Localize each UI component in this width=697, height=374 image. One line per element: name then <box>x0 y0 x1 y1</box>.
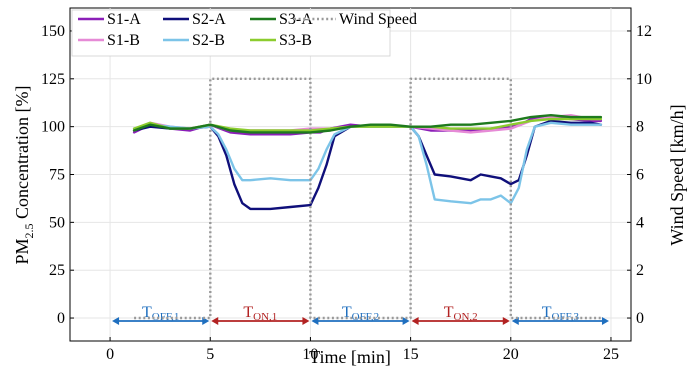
x-tick-label: 20 <box>503 346 519 363</box>
y2-tick-label: 10 <box>636 71 652 88</box>
interval-label: TON,1 <box>243 304 277 323</box>
x-tick-label: 0 <box>106 346 114 363</box>
legend-label-wind-speed: Wind Speed <box>339 11 417 28</box>
y2-tick-label: 6 <box>636 167 644 184</box>
y2-tick-label: 4 <box>636 214 644 231</box>
x-tick-label: 25 <box>603 346 619 363</box>
y-tick-label: 75 <box>49 167 65 184</box>
interval-arrowhead-right <box>302 317 310 325</box>
interval-label-main: T <box>444 304 454 321</box>
y2-tick-label: 2 <box>636 262 644 279</box>
y-axis-title-suffix: Concentration [%] <box>12 86 32 224</box>
interval-label-main: T <box>542 304 552 321</box>
legend-label-s2-b: S2-B <box>192 32 225 49</box>
legend-box <box>71 9 391 57</box>
interval-label: TOFF,3 <box>542 304 580 323</box>
legend-label-s1-b: S1-B <box>107 32 140 49</box>
y-axis-title-prefix: PM <box>12 238 32 264</box>
interval-label-sub: ON,1 <box>253 311 277 323</box>
y-tick-label: 125 <box>41 71 65 88</box>
legend-label-s2-a: S2-A <box>192 11 226 28</box>
legend-label-s3-a: S3-A <box>279 11 313 28</box>
y2-tick-label: 12 <box>636 23 652 40</box>
interval-label: TOFF,1 <box>142 304 179 323</box>
y2-axis-title: Wind Speed [km/h] <box>667 104 687 245</box>
x-axis-title: Time [min] <box>309 347 391 367</box>
interval-label-sub: OFF,1 <box>152 311 180 323</box>
interval-arrowhead-right <box>402 317 410 325</box>
x-tick-label: 10 <box>302 346 318 363</box>
y2-tick-label: 8 <box>636 119 644 136</box>
interval-arrowhead-right <box>601 317 609 325</box>
interval-arrowhead-left <box>211 317 219 325</box>
interval-label-sub: OFF,3 <box>551 311 579 323</box>
interval-label-main: T <box>342 304 352 321</box>
interval-arrowhead-right <box>502 317 510 325</box>
y-axis-title: PM2.5 Concentration [%] <box>12 86 36 265</box>
y-tick-label: 100 <box>41 119 65 136</box>
y-tick-label: 0 <box>57 310 65 327</box>
axis-ticks: 0 5 10 15 20 25 0 25 50 75 100 125 150 0 2 4 6 8 10 12 <box>41 23 652 363</box>
interval-label: TON,2 <box>444 304 478 323</box>
legend: S1-A S2-A S3-A S1-B S2-B S3-B Wind Speed <box>71 9 417 57</box>
x-tick-label: 15 <box>403 346 419 363</box>
interval-label-main: T <box>243 304 253 321</box>
y-tick-label: 50 <box>49 214 65 231</box>
x-tick-label: 5 <box>206 346 214 363</box>
legend-label-s3-b: S3-B <box>279 32 312 49</box>
interval-arrowhead-left <box>112 317 120 325</box>
y-tick-label: 25 <box>49 262 65 279</box>
data-series <box>132 77 603 320</box>
interval-arrowhead-left <box>311 317 319 325</box>
series-line-s3-a <box>132 113 603 134</box>
y2-tick-label: 0 <box>636 310 644 327</box>
interval-label-main: T <box>142 304 152 321</box>
y-axis-title-subscript: 2.5 <box>22 223 36 238</box>
legend-label-s1-a: S1-A <box>107 11 141 28</box>
interval-arrowhead-left <box>411 317 419 325</box>
interval-label-sub: ON,2 <box>454 311 478 323</box>
series-line-wind-speed <box>134 77 601 320</box>
y-tick-label: 150 <box>41 23 65 40</box>
